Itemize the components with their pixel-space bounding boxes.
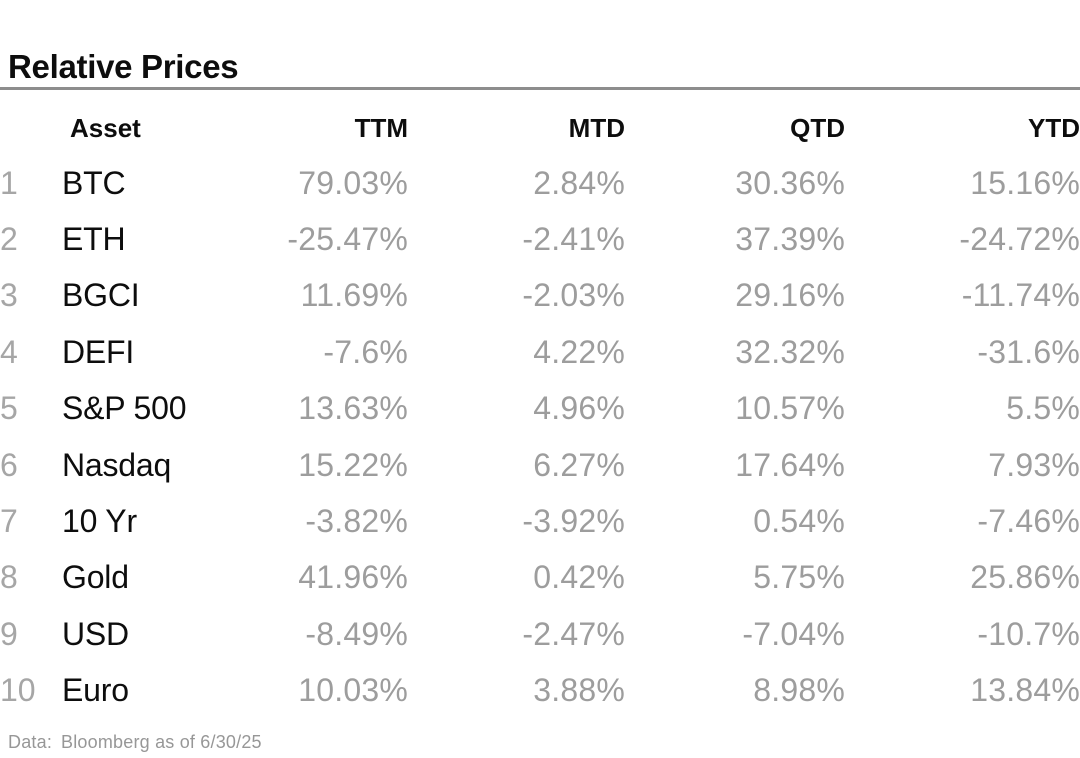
- ttm-value: 13.63%: [298, 390, 408, 427]
- ttm-value: -7.6%: [323, 333, 408, 370]
- row-number: 10: [0, 672, 36, 709]
- column-header-ttm: TTM: [354, 113, 408, 143]
- table-row: 9 USD -8.49% -2.47% -7.04% -10.7%: [0, 606, 1080, 662]
- table-header-row: Asset TTM MTD QTD YTD: [0, 90, 1080, 155]
- ttm-value: -3.82%: [305, 503, 408, 540]
- ttm-value: 11.69%: [300, 277, 408, 314]
- table-row: 4 DEFI -7.6% 4.22% 32.32% -31.6%: [0, 324, 1080, 380]
- mtd-value: -2.47%: [522, 615, 625, 652]
- column-header-qtd: QTD: [790, 113, 845, 143]
- qtd-value: 10.57%: [735, 390, 845, 427]
- data-source-note: Data: Bloomberg as of 6/30/25: [8, 732, 262, 753]
- qtd-value: 5.75%: [753, 559, 845, 596]
- asset-name: Euro: [62, 672, 129, 709]
- mtd-value: 3.88%: [533, 672, 625, 709]
- asset-name: Gold: [62, 559, 129, 596]
- ytd-value: 25.86%: [970, 559, 1080, 596]
- ytd-value: -10.7%: [977, 615, 1080, 652]
- mtd-value: -2.03%: [522, 277, 625, 314]
- mtd-value: 6.27%: [533, 446, 625, 483]
- ytd-value: 13.84%: [970, 672, 1080, 709]
- table-row: 10 Euro 10.03% 3.88% 8.98% 13.84%: [0, 663, 1080, 719]
- table-row: 8 Gold 41.96% 0.42% 5.75% 25.86%: [0, 550, 1080, 606]
- asset-name: DEFI: [62, 333, 135, 370]
- ttm-value: 15.22%: [298, 446, 408, 483]
- table-row: 3 BGCI 11.69% -2.03% 29.16% -11.74%: [0, 268, 1080, 324]
- asset-name: ETH: [62, 221, 126, 258]
- ttm-value: 10.03%: [298, 672, 408, 709]
- title-divider: [0, 87, 1080, 90]
- asset-name: S&P 500: [62, 390, 187, 427]
- row-number: 8: [0, 559, 18, 596]
- qtd-value: 17.64%: [735, 446, 845, 483]
- row-number: 1: [0, 164, 18, 201]
- table-row: 5 S&P 500 13.63% 4.96% 10.57% 5.5%: [0, 381, 1080, 437]
- asset-name: BTC: [62, 164, 126, 201]
- mtd-value: -2.41%: [522, 221, 625, 258]
- qtd-value: 8.98%: [753, 672, 845, 709]
- ytd-value: 7.93%: [988, 446, 1080, 483]
- table-row: 2 ETH -25.47% -2.41% 37.39% -24.72%: [0, 211, 1080, 267]
- table-row: 1 BTC 79.03% 2.84% 30.36% 15.16%: [0, 155, 1080, 211]
- table-row: 7 10 Yr -3.82% -3.92% 0.54% -7.46%: [0, 493, 1080, 549]
- asset-name: BGCI: [62, 277, 140, 314]
- column-header-asset: Asset: [70, 113, 141, 143]
- column-header-ytd: YTD: [1028, 113, 1080, 143]
- header-row-number-spacer: [0, 90, 62, 155]
- ytd-value: -11.74%: [961, 277, 1080, 314]
- row-number: 5: [0, 390, 18, 427]
- ttm-value: -25.47%: [287, 221, 408, 258]
- qtd-value: 32.32%: [735, 333, 845, 370]
- row-number: 6: [0, 446, 18, 483]
- row-number: 3: [0, 277, 18, 314]
- qtd-value: 29.16%: [735, 277, 845, 314]
- relative-prices-table: Asset TTM MTD QTD YTD 1 BTC 79.03% 2.84%…: [0, 90, 1080, 719]
- row-number: 4: [0, 333, 18, 370]
- column-header-mtd: MTD: [568, 113, 625, 143]
- mtd-value: 4.96%: [533, 390, 625, 427]
- data-source-text: Bloomberg as of 6/30/25: [61, 732, 262, 752]
- row-number: 2: [0, 221, 18, 258]
- data-source-label: Data:: [8, 732, 53, 752]
- row-number: 9: [0, 615, 18, 652]
- qtd-value: 37.39%: [735, 221, 845, 258]
- ytd-value: -31.6%: [977, 333, 1080, 370]
- qtd-value: 0.54%: [753, 503, 845, 540]
- qtd-value: -7.04%: [742, 615, 845, 652]
- mtd-value: 0.42%: [533, 559, 625, 596]
- asset-name: USD: [62, 615, 129, 652]
- ttm-value: 41.96%: [298, 559, 408, 596]
- qtd-value: 30.36%: [735, 164, 845, 201]
- row-number: 7: [0, 503, 18, 540]
- mtd-value: 4.22%: [533, 333, 625, 370]
- ttm-value: 79.03%: [298, 164, 408, 201]
- page-title: Relative Prices: [8, 48, 239, 86]
- ytd-value: -7.46%: [977, 503, 1080, 540]
- ytd-value: -24.72%: [959, 221, 1080, 258]
- mtd-value: 2.84%: [533, 164, 625, 201]
- asset-name: Nasdaq: [62, 446, 172, 483]
- ytd-value: 15.16%: [970, 164, 1080, 201]
- table-row: 6 Nasdaq 15.22% 6.27% 17.64% 7.93%: [0, 437, 1080, 493]
- ytd-value: 5.5%: [1006, 390, 1080, 427]
- asset-name: 10 Yr: [62, 503, 137, 540]
- ttm-value: -8.49%: [305, 615, 408, 652]
- mtd-value: -3.92%: [522, 503, 625, 540]
